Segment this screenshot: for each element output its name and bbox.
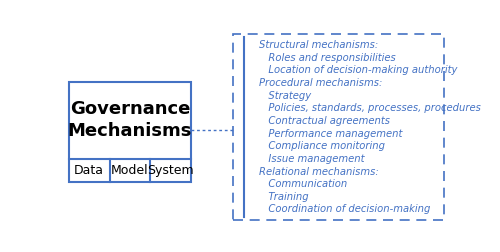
- Text: Training: Training: [260, 192, 309, 202]
- Text: Structural mechanisms:: Structural mechanisms:: [260, 40, 378, 50]
- Text: Data: Data: [74, 164, 104, 177]
- Text: Contractual agreements: Contractual agreements: [260, 116, 390, 126]
- Bar: [68, 82, 191, 182]
- Text: Governance
Mechanisms: Governance Mechanisms: [68, 100, 192, 140]
- Text: Roles and responsibilities: Roles and responsibilities: [260, 53, 396, 63]
- Text: Issue management: Issue management: [260, 154, 365, 164]
- Text: Strategy: Strategy: [260, 91, 312, 101]
- Text: Model: Model: [111, 164, 148, 177]
- Text: Relational mechanisms:: Relational mechanisms:: [260, 167, 379, 177]
- Text: Policies, standards, processes, procedures: Policies, standards, processes, procedur…: [260, 103, 481, 113]
- Text: Coordination of decision-making: Coordination of decision-making: [260, 204, 430, 214]
- Text: Performance management: Performance management: [260, 129, 402, 139]
- Text: Location of decision-making authority: Location of decision-making authority: [260, 65, 458, 75]
- Text: System: System: [148, 164, 194, 177]
- Bar: [233, 34, 444, 220]
- Text: Communication: Communication: [260, 179, 348, 189]
- Text: Procedural mechanisms:: Procedural mechanisms:: [260, 78, 382, 88]
- Text: Compliance monitoring: Compliance monitoring: [260, 141, 386, 151]
